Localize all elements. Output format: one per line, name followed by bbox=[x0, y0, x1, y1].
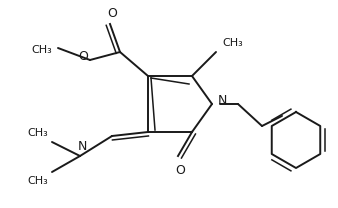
Text: N: N bbox=[77, 140, 87, 153]
Text: CH₃: CH₃ bbox=[27, 176, 48, 186]
Text: CH₃: CH₃ bbox=[27, 128, 48, 138]
Text: CH₃: CH₃ bbox=[222, 38, 243, 48]
Text: O: O bbox=[175, 164, 185, 177]
Text: O: O bbox=[107, 7, 117, 20]
Text: CH₃: CH₃ bbox=[31, 45, 52, 55]
Text: N: N bbox=[218, 94, 227, 106]
Text: O: O bbox=[78, 51, 88, 63]
